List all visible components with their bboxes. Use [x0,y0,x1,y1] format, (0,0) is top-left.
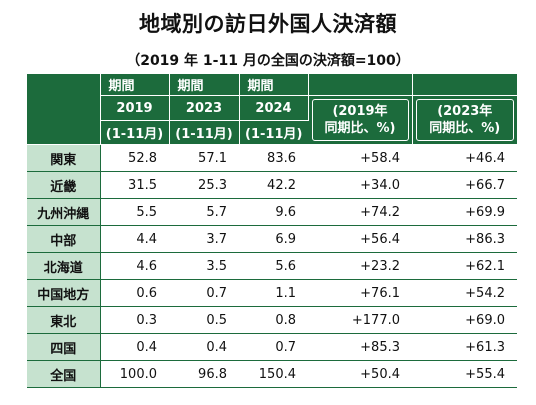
value-2023: 57.1 [169,144,239,172]
header-year-2019: 2019 [100,95,170,121]
header-period-2019: 期間 [100,74,170,96]
value-2019: 0.6 [100,279,169,307]
header-blank-1 [308,74,413,96]
ratio-2023-value: +86.3 [412,225,517,253]
value-2023: 3.5 [169,252,239,280]
ratio-2019-value: +34.0 [308,171,412,199]
header-year-2024: 2024 [239,95,309,121]
header-corner [27,74,101,145]
region-cell: 近畿 [27,171,101,199]
table-row: 九州沖縄 5.5 5.7 9.6 +74.2 +69.9 [27,198,517,226]
table-row: 近畿 31.5 25.3 42.2 +34.0 +66.7 [27,171,517,199]
ratio-2019-value: +85.3 [308,333,412,361]
ratio-2023-value: +69.9 [412,198,517,226]
region-cell: 北海道 [27,252,101,280]
header-range-2019: (1-11月) [100,120,170,145]
region-cell: 全国 [27,360,101,388]
table-row: 中部 4.4 3.7 6.9 +56.4 +86.3 [27,225,517,253]
value-2024: 6.9 [239,225,308,253]
value-2024: 42.2 [239,171,308,199]
ratio-2023-value: +66.7 [412,171,517,199]
table-row-total: 全国 100.0 96.8 150.4 +50.4 +55.4 [27,360,517,388]
region-cell: 中国地方 [27,279,101,307]
value-2024: 150.4 [239,360,308,388]
ratio-2019-value: +58.4 [308,144,412,172]
region-cell: 中部 [27,225,101,253]
value-2024: 5.6 [239,252,308,280]
ratio-2023-value: +62.1 [412,252,517,280]
header-period-2024: 期間 [239,74,309,96]
region-cell: 東北 [27,306,101,334]
region-cell: 関東 [27,144,101,172]
table-header: 期間 期間 期間 2019 2023 2024 (2019年 同期比、%) (20… [27,74,517,145]
ratio-2019-value: +76.1 [308,279,412,307]
value-2023: 0.7 [169,279,239,307]
ratio-2023-value: +61.3 [412,333,517,361]
value-2023: 25.3 [169,171,239,199]
value-2023: 3.7 [169,225,239,253]
value-2023: 0.5 [169,306,239,334]
page-title: 地域別の訪日外国人決済額 [139,12,397,36]
ratio-2019-value: +56.4 [308,225,412,253]
value-2019: 0.4 [100,333,169,361]
ratio-2019-value: +177.0 [308,306,412,334]
table-row: 四国 0.4 0.4 0.7 +85.3 +61.3 [27,333,517,361]
ratio-2019-value: +50.4 [308,360,412,388]
table-row: 北海道 4.6 3.5 5.6 +23.2 +62.1 [27,252,517,280]
ratio-2019-value: +23.2 [308,252,412,280]
value-2019: 52.8 [100,144,169,172]
value-2023: 0.4 [169,333,239,361]
ratio-2023-value: +69.0 [412,306,517,334]
header-range-2024: (1-11月) [239,120,308,145]
page-subtitle: （2019 年 1-11 月の全国の決済額=100） [126,53,410,69]
header-ratio-2023: (2023年 同期比、%) [412,95,517,145]
table-row: 中国地方 0.6 0.7 1.1 +76.1 +54.2 [27,279,517,307]
header-ratio-2019: (2019年 同期比、%) [308,95,413,145]
ratio-2023-value: +55.4 [412,360,517,388]
ratio-2019-line1: (2019年 [332,104,388,119]
value-2024: 9.6 [239,198,308,226]
ratio-2019-line2: 同期比、%) [324,121,396,136]
ratio-2023-value: +46.4 [412,144,517,172]
value-2019: 100.0 [100,360,169,388]
value-2023: 96.8 [169,360,239,388]
value-2019: 4.4 [100,225,169,253]
header-blank-2 [412,74,517,96]
header-period-2023: 期間 [169,74,240,96]
table-row: 東北 0.3 0.5 0.8 +177.0 +69.0 [27,306,517,334]
value-2024: 0.8 [239,306,308,334]
value-2019: 5.5 [100,198,169,226]
ratio-2019-value: +74.2 [308,198,412,226]
value-2024: 83.6 [239,144,308,172]
value-2024: 0.7 [239,333,308,361]
table-row: 関東 52.8 57.1 83.6 +58.4 +46.4 [27,144,517,172]
value-2024: 1.1 [239,279,308,307]
value-2019: 31.5 [100,171,169,199]
ratio-2023-value: +54.2 [412,279,517,307]
region-cell: 九州沖縄 [27,198,101,226]
value-2019: 4.6 [100,252,169,280]
value-2023: 5.7 [169,198,239,226]
ratio-2023-line1: (2023年 [437,104,493,119]
header-range-2023: (1-11月) [169,120,240,145]
payment-table: 期間 期間 期間 2019 2023 2024 (2019年 同期比、%) (20… [27,74,517,388]
region-cell: 四国 [27,333,101,361]
ratio-2023-line2: 同期比、%) [429,121,501,136]
value-2019: 0.3 [100,306,169,334]
header-year-2023: 2023 [169,95,240,121]
